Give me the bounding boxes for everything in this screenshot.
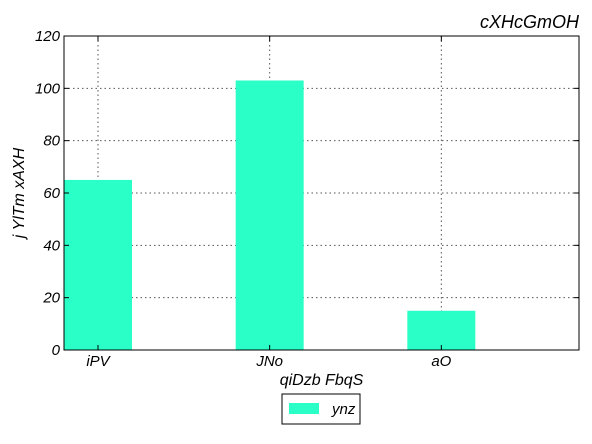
bars bbox=[64, 80, 476, 350]
y-tick-label: 40 bbox=[43, 237, 60, 254]
legend: ynz bbox=[281, 393, 361, 425]
y-tick-label: 0 bbox=[52, 342, 61, 359]
bar-aO bbox=[407, 310, 476, 350]
legend-box bbox=[281, 393, 361, 425]
x-axis-label: qiDzb FbqS bbox=[280, 372, 364, 389]
x-tick-label: aO bbox=[431, 353, 451, 370]
grid-lines bbox=[64, 36, 579, 350]
x-tick-label: iPV bbox=[86, 353, 111, 370]
y-tick-label: 80 bbox=[43, 133, 60, 150]
bar-JNo bbox=[235, 80, 304, 350]
y-tick-label: 120 bbox=[35, 28, 61, 45]
ticks bbox=[64, 35, 579, 351]
y-axis-label: j YlTm xAXH bbox=[11, 147, 28, 240]
x-tick-label: JNo bbox=[255, 353, 283, 370]
y-tick-label: 20 bbox=[42, 290, 60, 307]
tick-labels: 0 20 40 60 80 100 120 iPV JNo aO bbox=[35, 28, 452, 370]
y-tick-label: 60 bbox=[43, 185, 60, 202]
bar-iPV bbox=[64, 179, 132, 350]
chart-title: cXHcGmOH bbox=[480, 12, 580, 32]
y-tick-label: 100 bbox=[35, 80, 61, 97]
legend-label: ynz bbox=[331, 401, 356, 418]
legend-swatch bbox=[289, 403, 319, 414]
